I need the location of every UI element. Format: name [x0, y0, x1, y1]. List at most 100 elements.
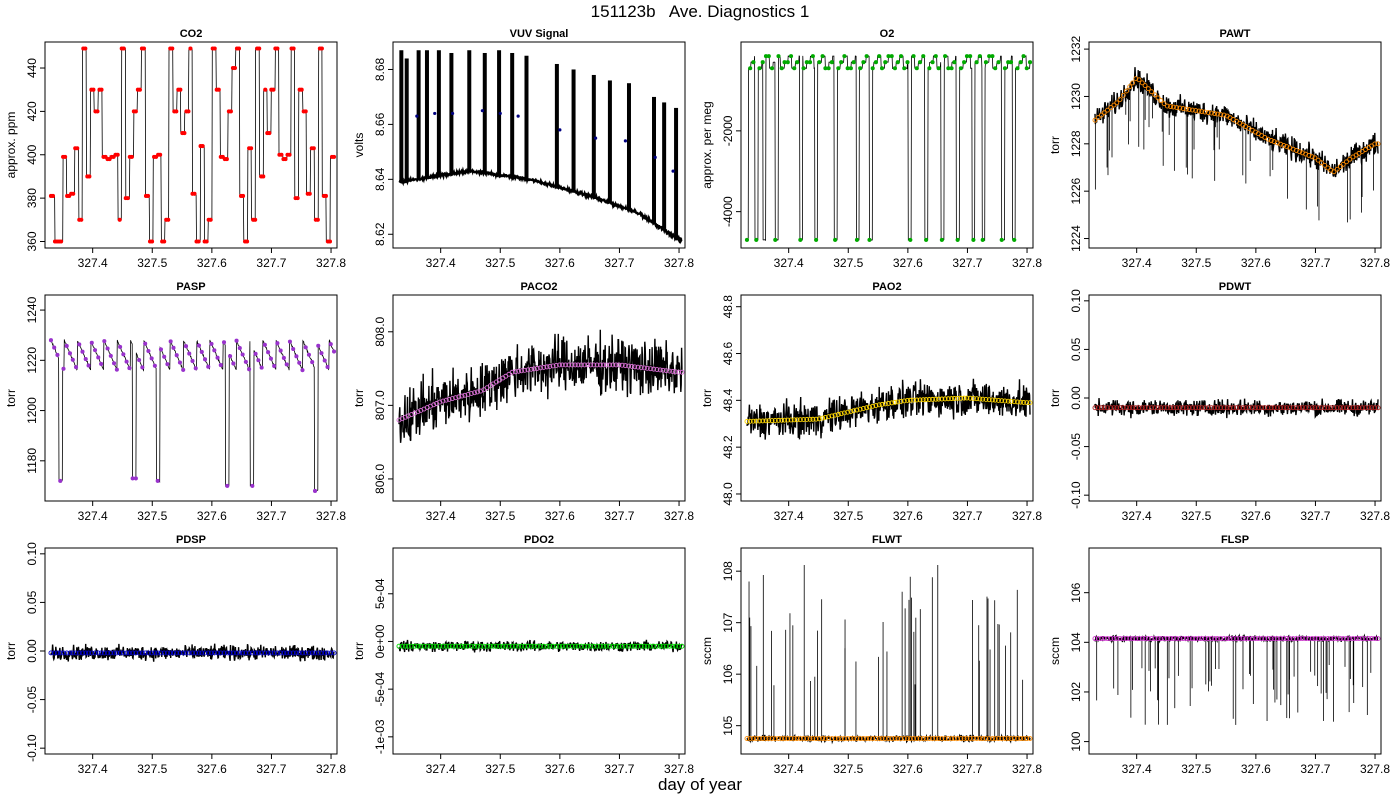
data-point	[833, 237, 838, 242]
x-tick-label: 327.7	[1300, 509, 1330, 523]
data-point	[240, 352, 245, 357]
data-point	[196, 650, 202, 656]
data-point	[638, 365, 644, 371]
data-point	[933, 736, 939, 741]
data-point	[1328, 405, 1334, 411]
data-point	[1120, 92, 1126, 98]
data-point	[1127, 405, 1133, 411]
data-point	[1193, 108, 1199, 114]
plot-pdwt: PDWT torr 327.4 327.5 327.6 327.7 327.8 -0.10 -0…	[1048, 281, 1390, 523]
data-point	[54, 650, 60, 656]
data-point	[1309, 405, 1315, 411]
data-point	[145, 650, 151, 656]
data-point	[794, 736, 800, 741]
data-point	[249, 146, 254, 151]
data-point	[1375, 405, 1381, 411]
data-point	[484, 643, 490, 649]
data-point	[980, 736, 986, 741]
x-tick-label: 327.8	[664, 509, 694, 523]
data-point	[747, 736, 753, 741]
data-point	[801, 66, 806, 71]
data-point	[1337, 636, 1343, 642]
x-tick-label: 327.7	[952, 256, 982, 270]
data-point	[848, 66, 853, 71]
data-point	[883, 60, 888, 65]
data-point	[1002, 398, 1008, 404]
data-point	[456, 643, 462, 649]
y-tick-label: 106	[1069, 582, 1083, 602]
data-point	[968, 54, 973, 59]
data-point	[102, 339, 107, 344]
data-point	[585, 362, 591, 368]
y-tick-label: 105	[721, 715, 735, 735]
data-point	[603, 362, 609, 368]
data-point	[399, 643, 405, 649]
data-point	[1312, 155, 1318, 161]
data-point	[133, 476, 138, 481]
data-point	[763, 736, 769, 741]
data-point	[870, 66, 875, 71]
data-point	[663, 643, 669, 649]
data-point	[412, 643, 418, 649]
data-point	[1111, 405, 1117, 411]
data-point	[307, 191, 312, 196]
data-point	[1170, 636, 1176, 642]
data-point	[267, 131, 272, 136]
data-point	[232, 65, 237, 71]
data-point	[177, 360, 183, 365]
data-point	[1130, 636, 1136, 642]
plot-o2: O2 approx. per meg 327.4 327.5 327.6 327.7 327…	[700, 28, 1042, 270]
data-point	[820, 54, 825, 59]
data-point	[907, 397, 913, 403]
data-point	[582, 362, 588, 368]
data-point	[1196, 405, 1202, 411]
data-point	[641, 365, 647, 371]
data-point	[325, 364, 330, 369]
data-point	[1205, 110, 1211, 116]
plot-title: FLWT	[872, 534, 902, 546]
y-tick-label: 807.0	[373, 390, 387, 420]
x-tick-label: 327.7	[604, 256, 634, 270]
data-trace	[746, 733, 1031, 745]
data-point	[1369, 636, 1375, 642]
data-point	[1155, 636, 1161, 642]
data-point	[776, 54, 781, 59]
data-point	[291, 46, 296, 51]
data-point	[990, 54, 995, 59]
data-point	[794, 417, 800, 423]
data-point	[1161, 636, 1167, 642]
data-point	[57, 650, 63, 656]
data-point	[1246, 636, 1252, 642]
data-point	[300, 650, 305, 656]
data-point	[873, 60, 879, 65]
data-point	[1322, 162, 1328, 168]
data-point	[641, 643, 647, 649]
data-point	[237, 650, 243, 656]
data-point	[140, 365, 145, 370]
data-point	[613, 362, 619, 368]
data-point	[75, 146, 80, 151]
data-point	[563, 643, 569, 649]
data-point	[434, 643, 440, 649]
plot-frame	[740, 547, 1034, 755]
data-point	[396, 643, 402, 649]
data-point	[766, 54, 771, 59]
data-point	[1174, 405, 1180, 411]
data-point	[1372, 405, 1378, 411]
data-point	[199, 650, 205, 656]
data-point	[1158, 405, 1164, 411]
data-point	[99, 87, 104, 92]
data-point	[1212, 111, 1218, 117]
y-tick-label: 48.8	[721, 295, 735, 319]
data-point	[977, 54, 982, 59]
data-point	[215, 355, 220, 360]
data-point	[141, 46, 147, 51]
data-trace	[1094, 398, 1379, 419]
data-point	[1027, 736, 1033, 741]
data-point	[443, 397, 449, 403]
data-point	[970, 736, 976, 741]
data-point	[970, 396, 976, 401]
data-point	[70, 357, 75, 362]
y-tick-label: -4000	[721, 196, 735, 227]
